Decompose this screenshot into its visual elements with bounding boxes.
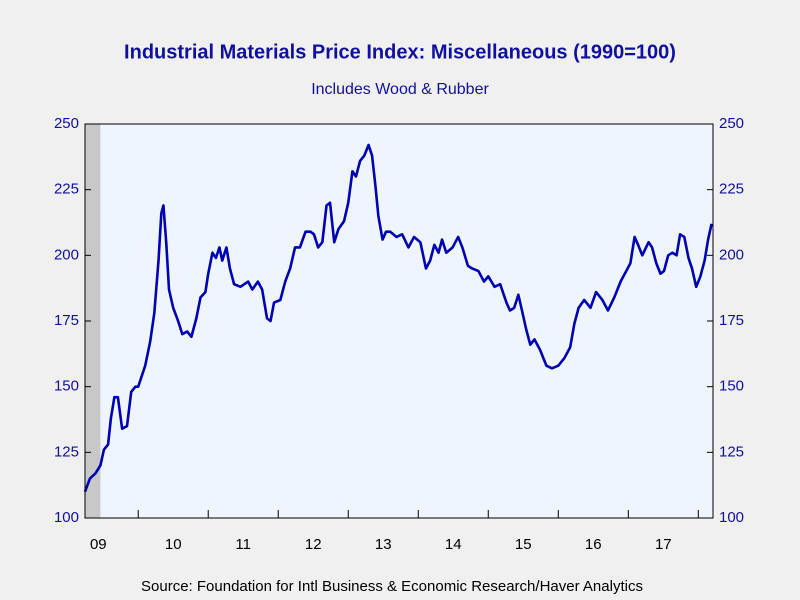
y2-tick-label: 125 [719, 443, 744, 460]
y-tick-label: 250 [54, 115, 79, 132]
y-tick-label: 125 [54, 443, 79, 460]
chart-subtitle: Includes Wood & Rubber [311, 81, 489, 98]
x-tick-label: 09 [90, 536, 107, 553]
y-tick-label: 100 [54, 509, 79, 526]
x-tick-label: 16 [585, 536, 602, 553]
y2-tick-label: 175 [719, 312, 744, 329]
chart-title: Industrial Materials Price Index: Miscel… [124, 41, 676, 63]
x-tick-label: 10 [165, 536, 182, 553]
source-note: Source: Foundation for Intl Business & E… [141, 578, 643, 595]
plot-area [85, 124, 713, 518]
x-tick-label: 17 [655, 536, 672, 553]
x-tick-label: 15 [515, 536, 532, 553]
x-tick-label: 14 [445, 536, 462, 553]
plot-frame [84, 123, 714, 519]
x-tick-label: 13 [375, 536, 392, 553]
y2-tick-label: 150 [719, 378, 744, 395]
recession-shading [85, 124, 101, 518]
x-tick-label: 12 [305, 536, 322, 553]
y2-tick-label: 225 [719, 181, 744, 198]
data-line [83, 143, 713, 493]
x-tick-label: 11 [235, 536, 251, 553]
y-tick-label: 200 [54, 246, 79, 263]
y-tick-label: 150 [54, 378, 79, 395]
y-tick-label: 225 [54, 181, 79, 198]
y2-tick-label: 200 [719, 246, 744, 263]
y2-tick-label: 100 [719, 509, 744, 526]
y-tick-label: 175 [54, 312, 79, 329]
y2-tick-label: 250 [719, 115, 744, 132]
